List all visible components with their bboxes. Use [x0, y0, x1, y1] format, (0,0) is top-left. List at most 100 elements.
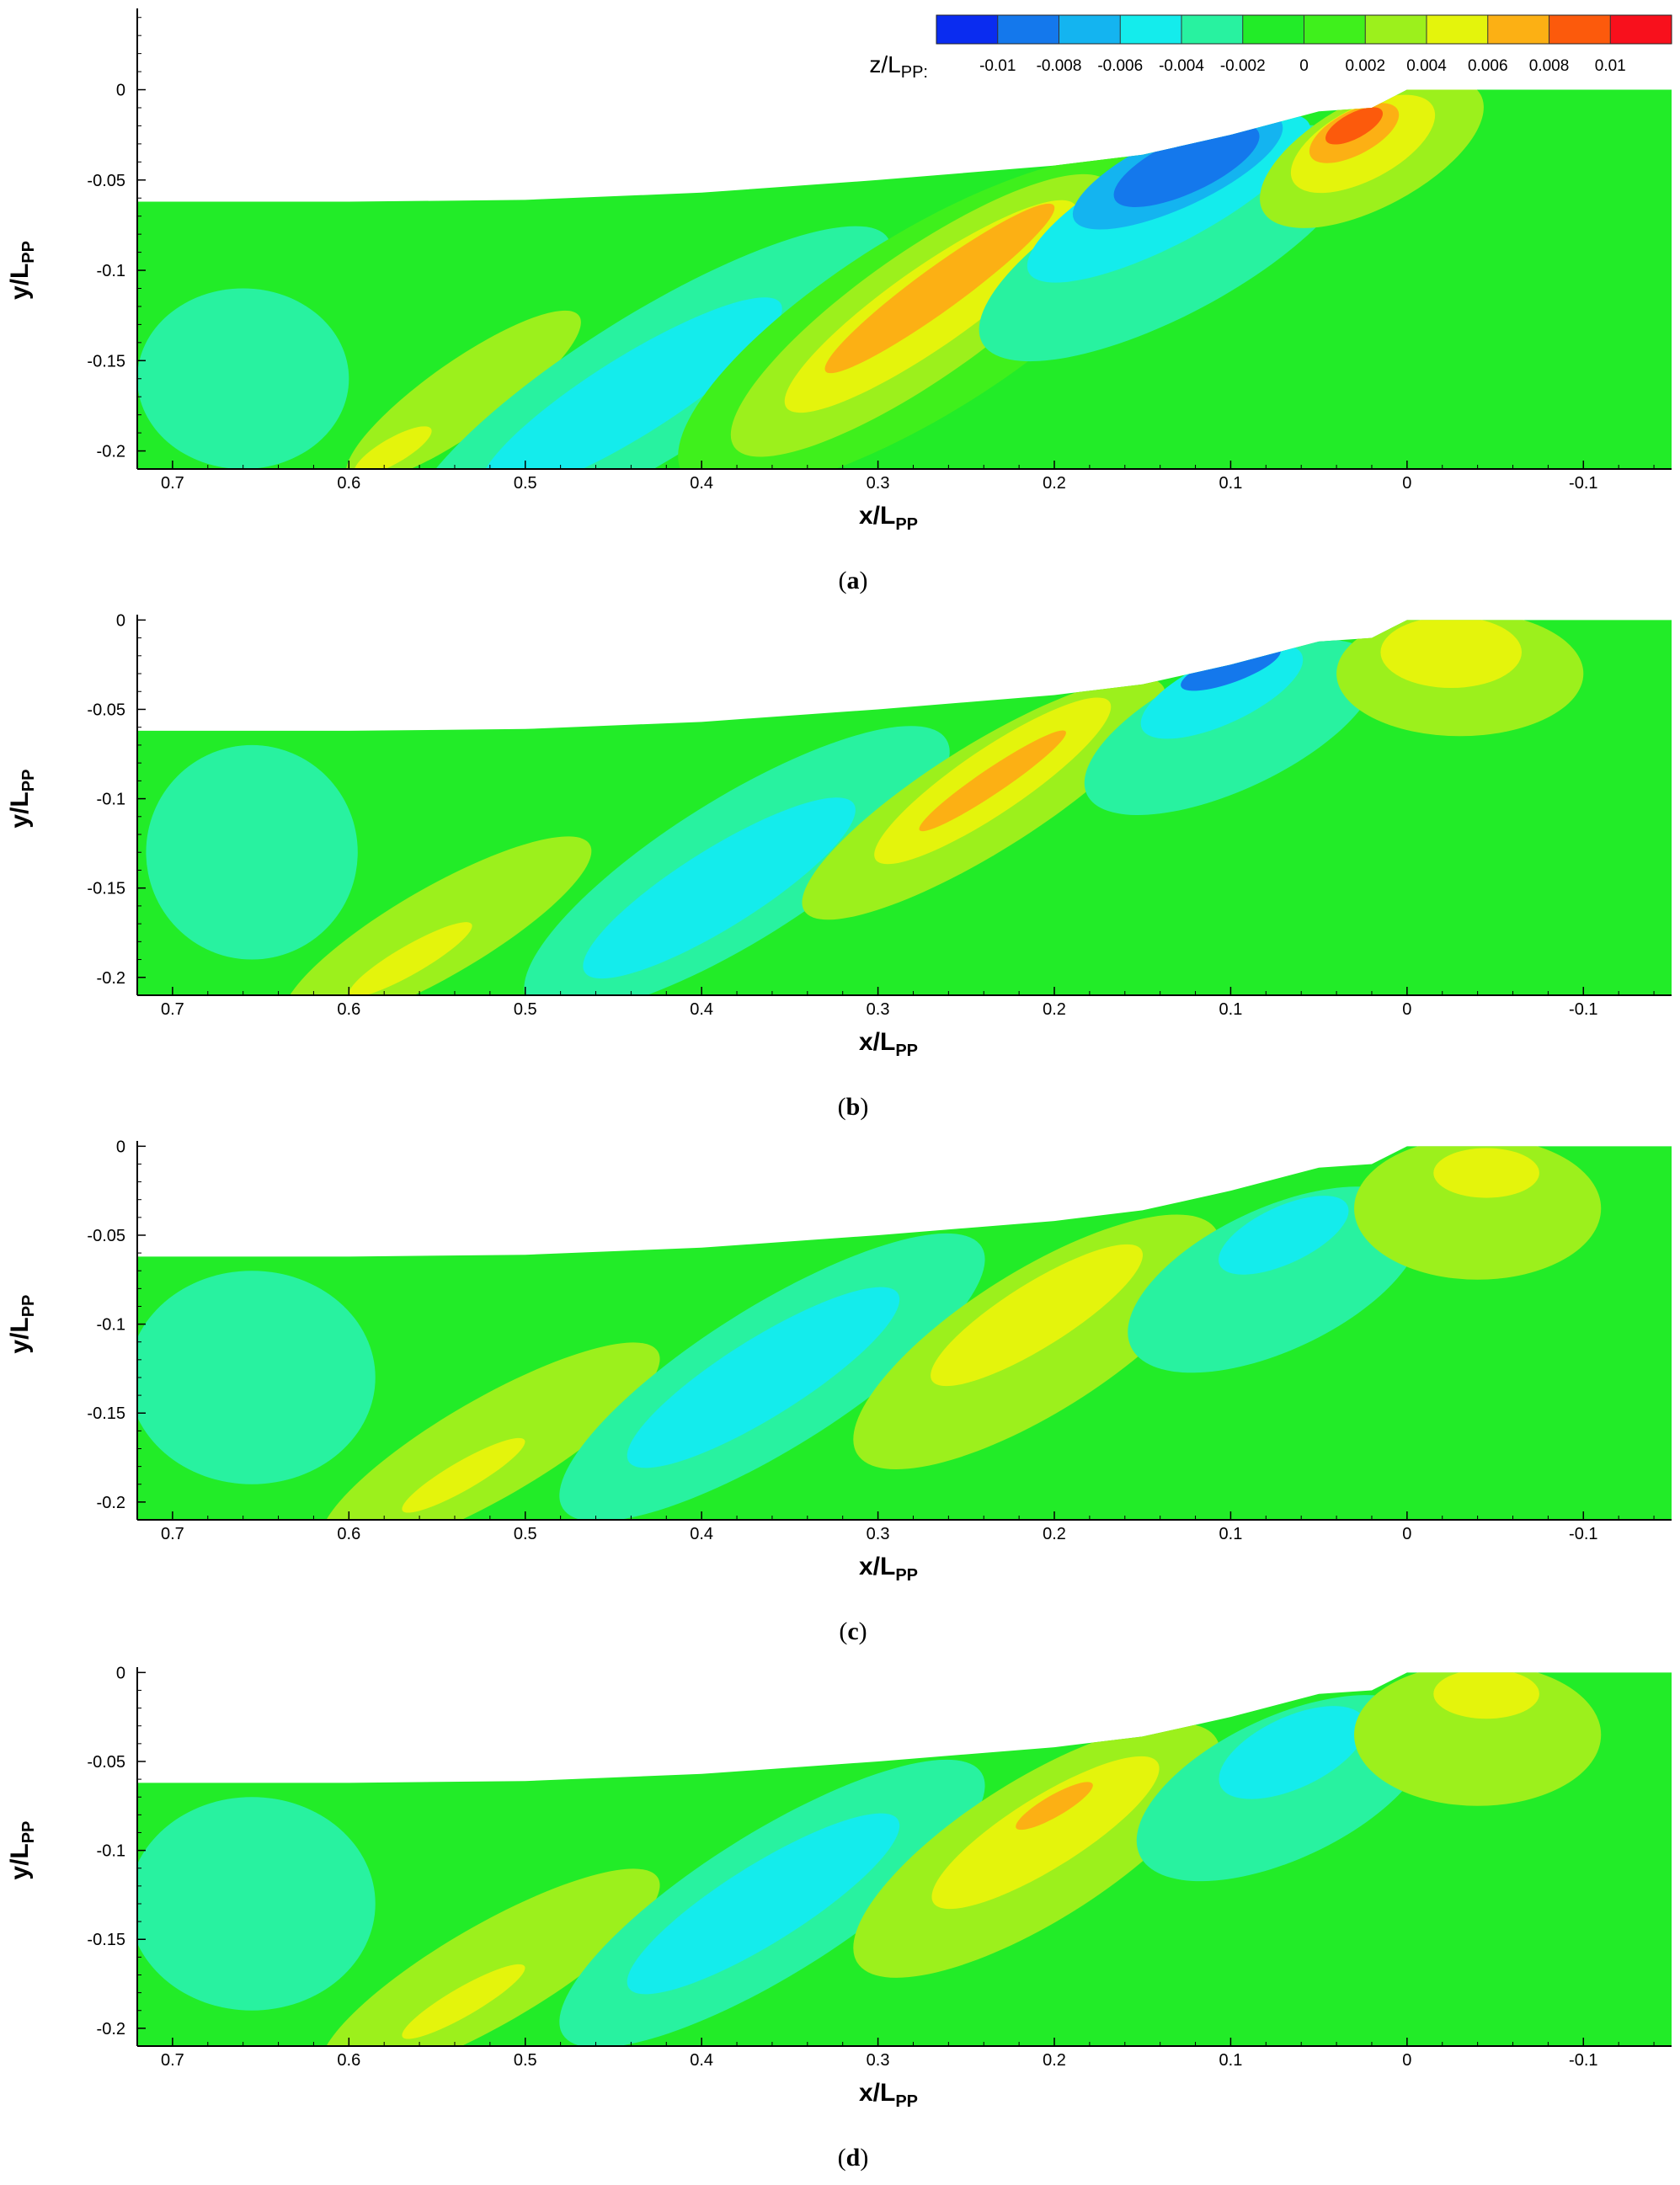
y-tick-label: -0.1 — [97, 1316, 125, 1335]
y-tick-label: -0.2 — [97, 1494, 125, 1512]
x-tick-label: 0.3 — [867, 474, 890, 493]
x-tick-label: 0.7 — [161, 1000, 184, 1019]
panel-caption: (c) — [839, 1617, 867, 1645]
colorbar-tick-label: 0.002 — [1345, 57, 1385, 75]
y-tick-label: -0.1 — [97, 1842, 125, 1861]
panel-b: 0 -0.05 -0.1 -0.15 -0.2 0.7 0.6 0.5 0.4 0.3 0.2 0.1… — [6, 611, 1672, 1121]
y-axis-label-main: y/L — [6, 1317, 34, 1353]
contour-region — [1128, 1186, 1422, 1373]
x-tick-label: 0 — [1402, 2051, 1411, 2070]
x-tick-label: 0.7 — [161, 474, 184, 493]
colorbar-tick-label: 0.006 — [1468, 57, 1508, 75]
colorbar-label: z/LPP: — [869, 51, 928, 82]
x-tick-label: 0.6 — [337, 474, 360, 493]
y-axis-label-sub: PP — [19, 1821, 38, 1844]
x-tick-label: 0.4 — [690, 1525, 713, 1543]
y-axis-label-main: y/L — [6, 264, 34, 300]
x-tick-label: 0.5 — [514, 474, 537, 493]
x-tick-label: 0.7 — [161, 2051, 184, 2070]
x-axis-label: x/LPP — [859, 1553, 918, 1585]
colorbar-swatch — [1365, 15, 1427, 44]
panel-caption: (a) — [839, 567, 868, 594]
contour-region — [931, 1756, 1160, 1910]
y-axis-label-sub: PP — [19, 770, 38, 792]
x-tick-label: 0.4 — [690, 1000, 713, 1019]
panel-caption: (b) — [838, 1093, 869, 1121]
colorbar-tick-label: -0.004 — [1159, 57, 1204, 75]
y-tick-label: 0 — [116, 1138, 125, 1156]
panel-d: 0 -0.05 -0.1 -0.15 -0.2 0.7 0.6 0.5 0.4 0.3 0.2 0.1… — [6, 1664, 1672, 2172]
contour-region — [1354, 1672, 1602, 1806]
colorbar: -0.01 -0.008 -0.006 -0.004 -0.002 0 0.002 0.004… — [869, 14, 1672, 82]
y-tick-label: 0 — [116, 1664, 125, 1682]
caption-letter: b — [846, 1093, 861, 1121]
x-axis-label-main: x/L — [859, 1028, 895, 1056]
y-tick-label: -0.15 — [87, 1404, 125, 1423]
y-tick-label: 0 — [116, 82, 125, 100]
caption-open: ( — [838, 1093, 846, 1121]
x-tick-label: 0.5 — [514, 1525, 537, 1543]
y-axis-label-sub: PP — [19, 1295, 38, 1318]
contour-region — [480, 297, 782, 469]
x-axis-label: x/LPP — [859, 1028, 918, 1060]
colorbar-tick-label: -0.01 — [979, 57, 1016, 75]
contour-region — [1016, 1782, 1093, 1831]
contour-region — [1325, 107, 1384, 145]
y-tick-label: -0.1 — [97, 262, 125, 280]
y-tick-label: -0.05 — [87, 1227, 125, 1245]
contour-region — [137, 1797, 376, 2011]
colorbar-tick-label: -0.008 — [1037, 57, 1082, 75]
contour-field — [137, 89, 1672, 469]
contour-region — [1113, 124, 1260, 207]
colorbar-swatch — [1120, 15, 1182, 44]
x-tick-label: 0.6 — [337, 1000, 360, 1019]
x-tick-label: -0.1 — [1569, 1000, 1597, 1019]
y-tick-label: -0.15 — [87, 352, 125, 370]
x-tick-label: 0.1 — [1219, 1525, 1243, 1543]
contour-region — [349, 922, 472, 995]
colorbar-tick-label: 0.004 — [1406, 57, 1447, 75]
y-axis-label: y/LPP — [6, 1295, 38, 1354]
y-axis-label-main: y/L — [6, 1843, 34, 1879]
x-axis-label-sub: PP — [895, 2092, 918, 2111]
x-axis-label-sub: PP — [895, 1042, 918, 1060]
contour-region — [627, 1287, 900, 1468]
x-tick-label: 0.2 — [1043, 1525, 1066, 1543]
x-tick-label: 0.5 — [514, 2051, 537, 2070]
x-tick-label: 0.4 — [690, 2051, 713, 2070]
x-tick-label: 0 — [1402, 1000, 1411, 1019]
contour-region — [402, 1437, 525, 1513]
y-axis-label: y/LPP — [6, 1821, 38, 1880]
contour-region — [137, 288, 349, 469]
colorbar-swatch — [1059, 15, 1121, 44]
y-tick-label: -0.05 — [87, 701, 125, 719]
colorbar-tick-label: 0.008 — [1529, 57, 1570, 75]
colorbar-tick-label: -0.002 — [1220, 57, 1266, 75]
colorbar-swatch — [1549, 15, 1611, 44]
caption-letter: a — [847, 567, 860, 594]
y-axis-label-sub: PP — [19, 241, 38, 264]
y-tick-label: -0.15 — [87, 1931, 125, 1949]
colorbar-tick-label: -0.006 — [1097, 57, 1143, 75]
contour-region — [627, 1813, 900, 1995]
y-axis-label-group: y/LPP — [6, 770, 38, 829]
x-tick-label: 0.4 — [690, 474, 713, 493]
caption-close: ) — [860, 2144, 868, 2172]
panels: 0 -0.05 -0.1 -0.15 -0.2 0.7 0.6 0.5 0.4 0.3 0.2 0.1… — [6, 8, 1672, 2172]
contour-region — [1380, 620, 1522, 689]
contour-region — [919, 730, 1066, 832]
panel-c: 0 -0.05 -0.1 -0.15 -0.2 0.7 0.6 0.5 0.4 0.3 0.2 0.1… — [6, 1138, 1672, 1645]
colorbar-tick-label: 0 — [1299, 57, 1309, 75]
colorbar-swatch — [1487, 15, 1549, 44]
caption-open: ( — [838, 2144, 846, 2172]
y-tick-label: -0.05 — [87, 1753, 125, 1772]
contour-region — [931, 1244, 1144, 1387]
x-tick-label: 0.6 — [337, 1525, 360, 1543]
contour-region — [137, 1271, 376, 1484]
x-axis-label-main: x/L — [859, 2079, 895, 2107]
x-tick-label: -0.1 — [1569, 1525, 1597, 1543]
y-tick-label: -0.15 — [87, 880, 125, 898]
contour-field — [137, 1146, 1672, 1520]
y-axis-label: y/LPP — [6, 770, 38, 829]
caption-close: ) — [859, 1617, 867, 1645]
